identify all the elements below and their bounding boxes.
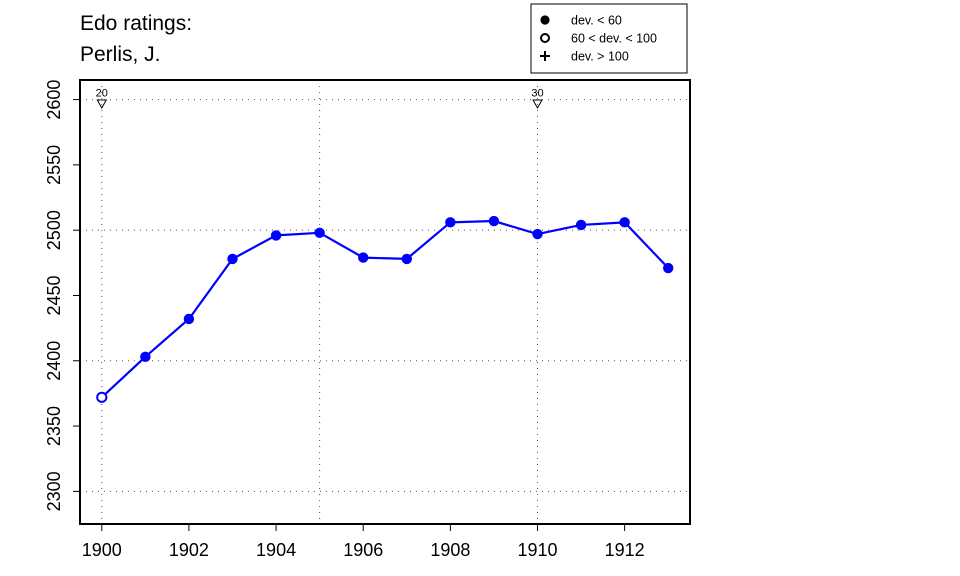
data-point-open — [96, 391, 108, 403]
series-layer — [96, 215, 674, 403]
legend-label: 60 < dev. < 100 — [571, 32, 657, 46]
legend-symbol-plus — [540, 51, 550, 61]
x-tick-label: 1906 — [343, 540, 383, 560]
chart-title-line-2: Perlis, J. — [80, 43, 161, 66]
data-point — [619, 217, 630, 228]
y-tick-label: 2600 — [44, 80, 64, 120]
age-marker-triangle — [532, 99, 543, 110]
data-point — [663, 262, 674, 274]
age-marker-label: 30 — [531, 88, 543, 100]
data-point — [358, 252, 369, 263]
data-point — [270, 230, 282, 241]
legend-box — [530, 3, 688, 74]
plot-frame — [79, 79, 691, 525]
data-point — [445, 217, 456, 228]
legend-label: dev. > 100 — [571, 50, 629, 64]
chart-title: Edo ratings: Perlis, J. — [80, 12, 192, 66]
x-tick-label: 1902 — [169, 540, 209, 560]
x-tick-label: 1912 — [605, 540, 645, 560]
data-point — [575, 219, 587, 231]
x-axis: 1900 1902 1904 1906 1908 1910 1912 — [82, 524, 645, 560]
legend: dev. < 60 60 < dev. < 100 dev. > 100 — [530, 3, 688, 74]
x-tick-label: 1910 — [517, 540, 557, 560]
grid — [80, 80, 690, 524]
x-tick-label: 1904 — [256, 540, 296, 560]
x-tick-label: 1900 — [82, 540, 122, 560]
y-tick-label: 2400 — [44, 341, 64, 381]
y-tick-label: 2300 — [44, 471, 64, 511]
legend-label: dev. < 60 — [571, 14, 622, 28]
legend-symbol-open — [540, 33, 550, 43]
data-point — [227, 253, 238, 265]
y-tick-label: 2450 — [44, 275, 64, 315]
data-point — [314, 227, 325, 238]
legend-symbol-filled — [540, 15, 550, 25]
y-tick-label: 2500 — [44, 210, 64, 250]
chart-title-line-1: Edo ratings: — [80, 12, 192, 35]
data-point — [488, 215, 500, 227]
age-marker-label: 20 — [96, 88, 108, 100]
data-point — [140, 351, 151, 363]
y-tick-label: 2550 — [44, 145, 64, 185]
y-tick-label: 2350 — [44, 406, 64, 446]
age-marker-triangle — [96, 99, 108, 110]
data-point — [532, 228, 543, 240]
series-line — [101, 219, 670, 399]
y-axis: 2300 2350 2400 2450 2500 2550 2600 — [44, 80, 80, 511]
age-markers: 20 30 — [96, 88, 544, 110]
x-tick-label: 1908 — [430, 540, 470, 560]
data-point — [183, 313, 195, 325]
data-point — [401, 253, 412, 265]
